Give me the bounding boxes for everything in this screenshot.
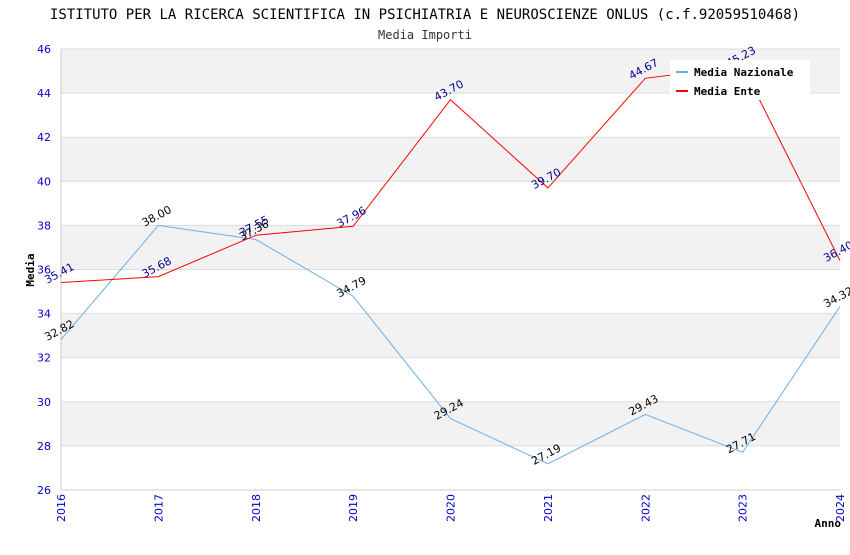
y-tick-label: 46	[37, 43, 51, 56]
grid-band	[61, 401, 840, 446]
chart-subtitle: Media Importi	[378, 28, 472, 42]
grid-band	[61, 137, 840, 182]
y-tick-label: 36	[37, 264, 51, 277]
y-tick-label: 32	[37, 352, 51, 365]
plot-background	[60, 48, 840, 491]
x-tick-label: 2023	[737, 494, 750, 522]
x-tick-label: 2016	[55, 494, 68, 522]
y-tick-label: 34	[37, 308, 51, 321]
x-axis-label: Anno	[815, 517, 842, 530]
chart-title: ISTITUTO PER LA RICERCA SCIENTIFICA IN P…	[50, 7, 800, 23]
x-tick-label: 2020	[445, 494, 458, 522]
legend: Media Nazionale Media Ente	[670, 60, 810, 100]
x-tick-label: 2018	[250, 494, 263, 522]
grid-band	[61, 357, 840, 402]
y-tick-label: 28	[37, 440, 51, 453]
legend-box	[670, 60, 810, 100]
x-tick-label: 2021	[542, 494, 555, 522]
grid-band	[61, 181, 840, 226]
grid-band	[61, 269, 840, 314]
y-tick-label: 30	[37, 396, 51, 409]
y-tick-label: 44	[37, 87, 51, 100]
x-tick-label: 2024	[834, 494, 847, 522]
y-tick-label: 38	[37, 219, 51, 232]
legend-label: Media Nazionale	[694, 66, 794, 79]
grid-band	[61, 225, 840, 270]
y-axis-ticks: 26 28 30 32 34 36 38 40 42 44 46	[37, 43, 51, 497]
x-tick-label: 2019	[347, 494, 360, 522]
series-line	[60, 224, 841, 465]
grid-band	[61, 445, 840, 490]
y-axis-label: Media	[24, 253, 37, 286]
x-tick-label: 2017	[152, 494, 165, 522]
legend-label: Media Ente	[694, 85, 761, 98]
y-tick-label: 26	[37, 484, 51, 497]
y-tick-label: 42	[37, 131, 51, 144]
grid-band	[61, 313, 840, 358]
x-axis-ticks: 2016 2017 2018 2019 2020 2021 2022 2023 2024	[55, 494, 847, 522]
x-tick-label: 2022	[639, 494, 652, 522]
y-tick-label: 40	[37, 175, 51, 188]
